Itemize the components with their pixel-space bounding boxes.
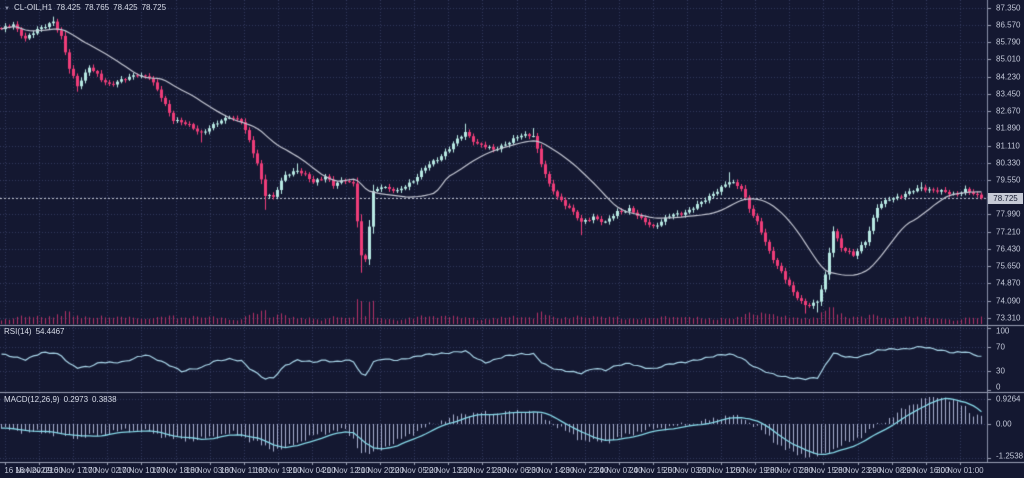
time-axis-label: 21 Nov 12:00	[322, 466, 370, 475]
price-axis-label: 84.230	[996, 72, 1021, 82]
ohlc-close-value: 78.725	[141, 3, 167, 12]
rsi-axis-label: 0	[996, 382, 1001, 392]
macd-axis-label: -1.2538	[996, 451, 1024, 461]
time-axis-label: 29 Nov 16:00	[901, 466, 950, 475]
time-axis-label: 21 Nov 04:00	[288, 466, 336, 475]
time-axis-label: 28 Nov 15:00	[799, 466, 848, 475]
ohlc-high-value: 78.765	[84, 3, 110, 12]
current-price-badge: 78.725	[988, 193, 1023, 204]
macd-axis-label: 0.9264	[996, 394, 1021, 404]
price-axis-label: 79.550	[996, 175, 1021, 185]
price-axis-label: 85.790	[996, 37, 1021, 47]
time-axis-label: 23 Nov 22:00	[560, 466, 609, 475]
time-axis-label: 17 Nov 02:00	[83, 466, 132, 475]
time-axis[interactable]: 16 Nov 2022 16 Nov 09:00 16 Nov 17:00 17 No…	[0, 462, 1024, 478]
price-axis-label: 73.310	[996, 313, 1021, 323]
time-axis-label: 25 Nov 19:00	[731, 466, 779, 475]
chart-dropdown-icon[interactable]: ▼	[4, 6, 10, 12]
price-axis-label: 77.210	[996, 227, 1021, 237]
price-axis-label: 87.350	[996, 3, 1021, 13]
price-axis-label: 82.670	[996, 106, 1021, 116]
price-axis-label: 75.650	[996, 261, 1021, 271]
time-axis-label: 29 Nov 08:00	[867, 466, 916, 475]
price-axis-label: 74.870	[996, 278, 1021, 288]
price-axis-label: 76.430	[996, 244, 1021, 254]
price-axis-label: 74.090	[996, 296, 1021, 306]
time-axis-label: 22 Nov 05:00	[390, 466, 438, 475]
macd-indicator-label: MACD(12,26,9)	[4, 395, 60, 404]
rsi-axis-label: 70	[996, 342, 1005, 352]
ohlc-low-value: 78.425	[113, 3, 138, 12]
price-axis-label: 85.010	[996, 54, 1021, 64]
time-axis-label: 24 Nov 07:00	[595, 466, 643, 475]
macd-signal-value: 0.3838	[92, 395, 117, 404]
rsi-indicator-value: 54.4467	[35, 327, 65, 336]
symbol-period-label: CL-OIL,H1	[13, 3, 53, 12]
time-axis-label: 28 Nov 07:00	[765, 466, 814, 475]
price-axis-label: 86.570	[996, 20, 1021, 30]
price-axis-label: 83.450	[996, 89, 1021, 99]
time-axis-label: 23 Nov 06:00	[492, 466, 541, 475]
price-axis-label: 80.330	[996, 158, 1021, 168]
time-axis-label: 30 Nov 01:00	[936, 466, 984, 475]
macd-main-value: 0.2973	[63, 395, 89, 404]
time-axis-label: 25 Nov 03:00	[663, 466, 711, 475]
time-axis-label: 16 Nov 2022	[4, 466, 50, 475]
price-axis-label: 81.890	[996, 123, 1021, 133]
time-axis-label: 18 Nov 11:00	[220, 466, 268, 475]
rsi-axis-label: 100	[996, 326, 1010, 336]
time-axis-label: 22 Nov 13:00	[424, 466, 473, 475]
time-axis-label: 18 Nov 03:00	[185, 466, 234, 475]
macd-axis-label: 0.00	[996, 419, 1012, 429]
time-axis-label: 28 Nov 23:00	[833, 466, 882, 475]
price-axis-label: 81.110	[996, 141, 1020, 151]
time-axis-label: 25 Nov 11:00	[697, 466, 745, 475]
time-axis-label: 21 Nov 20:00	[356, 466, 404, 475]
price-axis-label: 77.990	[996, 209, 1021, 219]
ohlc-open-value: 78.425	[56, 3, 81, 12]
time-axis-label: 24 Nov 15:00	[629, 466, 677, 475]
time-axis-label: 16 Nov 17:00	[49, 466, 97, 475]
rsi-axis-label: 30	[996, 366, 1005, 376]
chart-title: ▼ CL-OIL,H1 78.425 78.765 78.425 78.725	[4, 3, 170, 12]
time-axis-label: 18 Nov 19:00	[254, 466, 302, 475]
rsi-indicator-caption: RSI(14) 54.4467	[4, 327, 68, 336]
time-axis-label: 16 Nov 09:00	[15, 466, 63, 475]
rsi-indicator-label: RSI(14)	[4, 327, 32, 336]
time-axis-label: 23 Nov 14:00	[526, 466, 575, 475]
time-axis-label: 17 Nov 10:00	[117, 466, 166, 475]
macd-indicator-caption: MACD(12,26,9) 0.2973 0.3838	[4, 395, 121, 404]
time-axis-label: 22 Nov 21:00	[458, 466, 507, 475]
time-axis-label: 17 Nov 18:00	[151, 466, 200, 475]
price-axis[interactable]: 87.350 86.570 85.790 85.010 84.230 83.450 82.6…	[988, 0, 1024, 462]
